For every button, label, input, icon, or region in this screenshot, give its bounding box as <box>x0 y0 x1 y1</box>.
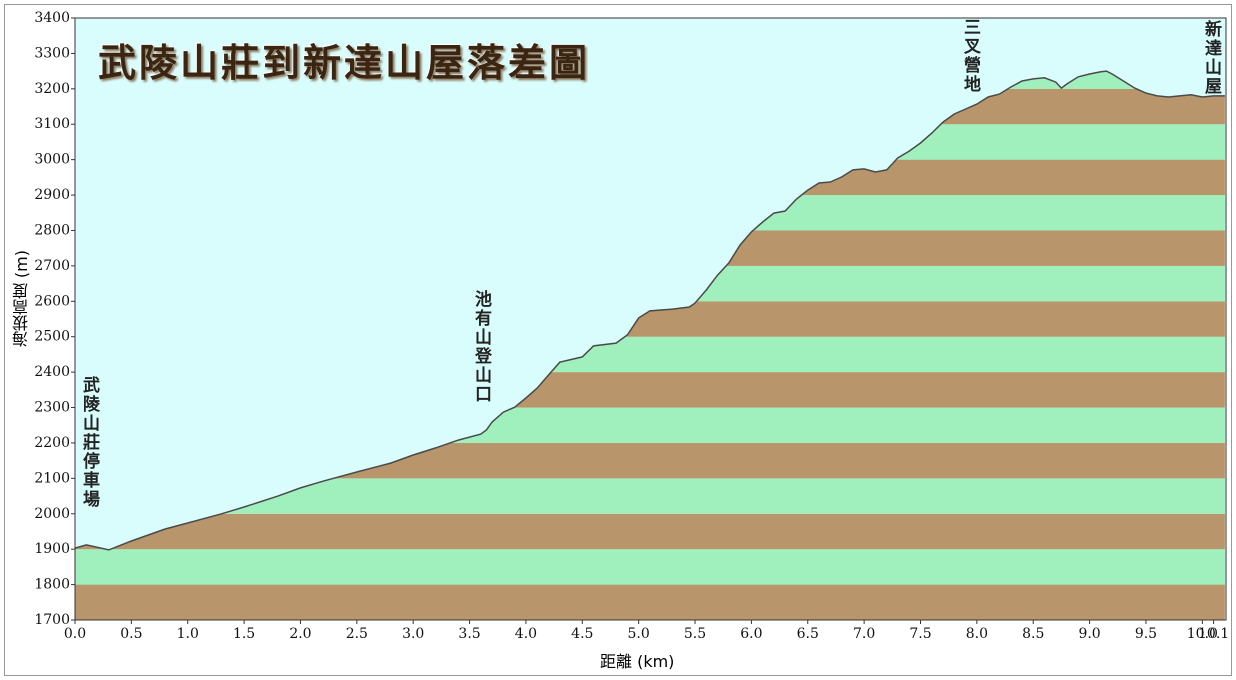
x-tick-label: 10.1 <box>1198 626 1229 642</box>
y-tick-label: 2300 <box>34 400 70 416</box>
y-axis-title: 海拔高度 (m) <box>12 250 31 348</box>
x-tick-label: 10.0 <box>1187 626 1218 642</box>
x-tick-label: 7.0 <box>853 626 875 642</box>
x-tick-label: 9.0 <box>1078 626 1100 642</box>
y-tick-label: 1700 <box>34 612 70 628</box>
y-tick-label: 2200 <box>34 435 70 451</box>
y-tick-label: 2500 <box>34 329 70 345</box>
x-tick-label: 8.0 <box>966 626 988 642</box>
x-tick-label: 2.5 <box>346 626 368 642</box>
elevation-band <box>75 549 1225 585</box>
x-tick-label: 4.5 <box>571 626 593 642</box>
x-tick-label: 5.0 <box>628 626 650 642</box>
x-tick-label: 6.0 <box>740 626 762 642</box>
y-tick-label: 3100 <box>34 116 70 132</box>
y-tick-label: 2100 <box>34 470 70 486</box>
y-tick-label: 3400 <box>34 10 70 26</box>
x-axis-title: 距離 (km) <box>600 652 675 671</box>
elevation-band <box>75 513 1225 550</box>
annotation: 三叉營地 <box>960 18 980 94</box>
y-tick-label: 2000 <box>34 506 70 522</box>
x-tick-label: 1.5 <box>233 626 255 642</box>
x-tick-label: 8.5 <box>1022 626 1044 642</box>
y-tick-label: 1900 <box>34 541 70 557</box>
x-tick-label: 9.5 <box>1135 626 1157 642</box>
y-tick-label: 2600 <box>34 293 70 309</box>
y-tick-label: 2400 <box>34 364 70 380</box>
plot-border <box>74 17 1227 621</box>
chart-title: 武陵山莊到新達山屋落差圖 <box>98 40 591 85</box>
x-tick-label: 4.0 <box>515 626 537 642</box>
x-tick-label: 6.5 <box>797 626 819 642</box>
y-tick-label: 3000 <box>34 152 70 168</box>
elevation-band <box>75 584 1225 620</box>
x-tick-label: 7.5 <box>909 626 931 642</box>
y-tick-label: 2700 <box>34 258 70 274</box>
x-tick-label: 1.0 <box>177 626 199 642</box>
x-tick-label: 3.0 <box>402 626 424 642</box>
annotation: 武陵山莊停車場 <box>79 376 99 509</box>
profile-line <box>74 70 1225 551</box>
annotation: 新達山屋 <box>1201 20 1221 96</box>
y-tick-label: 2800 <box>34 222 70 238</box>
x-tick-label: 0.5 <box>120 626 142 642</box>
y-tick-label: 3300 <box>34 45 70 61</box>
y-tick-label: 1800 <box>34 577 70 593</box>
x-tick-label: 0.0 <box>64 626 86 642</box>
x-tick-label: 5.5 <box>684 626 706 642</box>
x-tick-label: 3.5 <box>458 626 480 642</box>
x-tick-label: 2.0 <box>289 626 311 642</box>
annotation: 池有山登山口 <box>471 290 491 404</box>
y-tick-label: 2900 <box>34 187 70 203</box>
y-tick-label: 3200 <box>34 81 70 97</box>
